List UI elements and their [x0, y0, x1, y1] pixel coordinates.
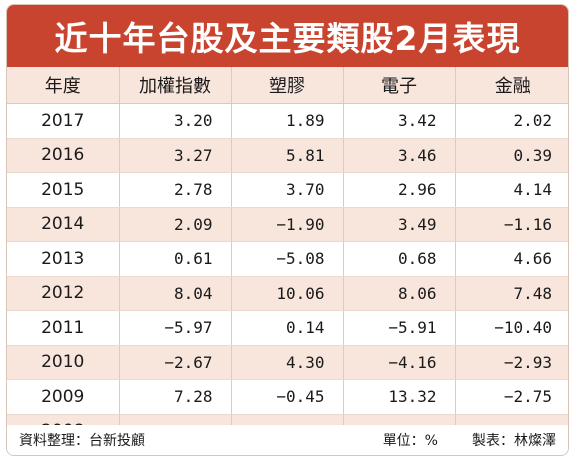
cell-value: −10.40 [454, 310, 568, 346]
cell-value: 0.14 [230, 310, 343, 346]
header-weighted-index: 加權指數 [118, 67, 231, 104]
cell-value: 0.39 [454, 138, 568, 173]
table-row: 2013 0.61 −5.08 0.68 4.66 [7, 241, 568, 277]
header-plastics: 塑膠 [230, 67, 343, 104]
cell-year: 2014 [7, 207, 119, 242]
cell-value: −0.45 [230, 379, 343, 415]
unit-note: 單位：% [382, 433, 438, 449]
cell-value: 3.46 [342, 138, 455, 173]
cell-value: 3.49 [342, 207, 455, 242]
cell-value: 2.02 [454, 103, 568, 139]
cell-value: 10.06 [230, 276, 343, 311]
cell-year: 2012 [7, 276, 119, 311]
cell-year: 2015 [7, 172, 119, 208]
cell-value: 4.66 [454, 241, 568, 277]
cell-year: 2010 [7, 345, 119, 380]
table-title: 近十年台股及主要類股2月表現 [7, 5, 568, 67]
cell-value: 3.20 [118, 103, 231, 139]
cell-year: 2016 [7, 138, 119, 173]
header-electronics: 電子 [342, 67, 455, 104]
cell-value: 0.68 [342, 241, 455, 277]
table-row: 2017 3.20 1.89 3.42 2.02 [7, 103, 568, 139]
producer-note: 製表：林燦澤 [472, 433, 556, 449]
cell-year: 2017 [7, 103, 119, 139]
table-row: 2015 2.78 3.70 2.96 4.14 [7, 172, 568, 208]
cell-value: 7.48 [454, 276, 568, 311]
cell-value: 2.78 [118, 172, 231, 208]
header-row: 年度 加權指數 塑膠 電子 金融 [7, 67, 568, 104]
table-row: 2009 7.28 −0.45 13.32 −2.75 [7, 379, 568, 415]
cell-value: −2.75 [454, 379, 568, 415]
data-table: 年度 加權指數 塑膠 電子 金融 2017 3.20 1.89 3.42 2.02 20… [7, 67, 568, 449]
cell-value: −4.16 [342, 345, 455, 380]
cell-value: 7.28 [118, 379, 231, 415]
cell-value: 3.27 [118, 138, 231, 173]
cell-value: −2.67 [118, 345, 231, 380]
header-year: 年度 [7, 67, 119, 104]
cell-year: 2009 [7, 379, 119, 415]
cell-value: 8.04 [118, 276, 231, 311]
source-note: 資料整理：台新投顧 [19, 433, 145, 449]
cell-value: 13.32 [342, 379, 455, 415]
cell-value: −2.93 [454, 345, 568, 380]
table-row: 2016 3.27 5.81 3.46 0.39 [7, 138, 568, 173]
cell-value: 4.30 [230, 345, 343, 380]
cell-value: 0.61 [118, 241, 231, 277]
table-row: 2014 2.09 −1.90 3.49 −1.16 [7, 207, 568, 242]
cell-year: 2011 [7, 310, 119, 346]
cell-value: 3.70 [230, 172, 343, 208]
table-row: 2010 −2.67 4.30 −4.16 −2.93 [7, 345, 568, 380]
cell-value: −5.97 [118, 310, 231, 346]
cell-value: 2.96 [342, 172, 455, 208]
table-row: 2012 8.04 10.06 8.06 7.48 [7, 276, 568, 311]
cell-value: 4.14 [454, 172, 568, 208]
cell-value: −1.16 [454, 207, 568, 242]
cell-value: 8.06 [342, 276, 455, 311]
cell-value: 5.81 [230, 138, 343, 173]
cell-value: 3.42 [342, 103, 455, 139]
cell-value: 1.89 [230, 103, 343, 139]
cell-value: 2.09 [118, 207, 231, 242]
cell-year: 2013 [7, 241, 119, 277]
table-card: 近十年台股及主要類股2月表現 年度 加權指數 塑膠 電子 金融 2017 3.20… [6, 4, 569, 456]
header-finance: 金融 [454, 67, 568, 104]
cell-value: −5.08 [230, 241, 343, 277]
cell-value: −1.90 [230, 207, 343, 242]
table-footer: 資料整理：台新投顧 單位：% 製表：林燦澤 [7, 425, 568, 455]
cell-value: −5.91 [342, 310, 455, 346]
table-row: 2011 −5.97 0.14 −5.91 −10.40 [7, 310, 568, 346]
